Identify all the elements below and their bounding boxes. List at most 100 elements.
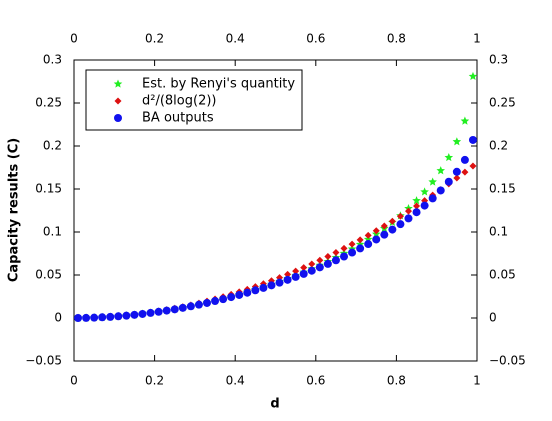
point — [453, 174, 461, 182]
point — [356, 236, 364, 244]
y-tick-label-right: 0.25 — [489, 96, 516, 110]
point — [291, 272, 300, 281]
point — [436, 166, 446, 175]
point — [444, 153, 454, 162]
plot-frame — [73, 59, 478, 362]
point — [460, 116, 470, 125]
point — [331, 256, 340, 265]
legend-marker — [114, 97, 122, 105]
y-tick-label: 0 — [54, 311, 62, 325]
x-tick-label-top: 0 — [70, 32, 78, 46]
x-axis-label: d — [270, 397, 279, 412]
point — [243, 288, 252, 297]
point — [162, 306, 171, 315]
x-tick-label: 1 — [473, 374, 481, 388]
point — [146, 308, 155, 317]
point — [90, 313, 99, 322]
point — [154, 307, 163, 316]
point — [468, 71, 478, 80]
point — [468, 135, 477, 144]
point — [469, 162, 477, 170]
point — [308, 260, 316, 268]
point — [211, 297, 220, 306]
point — [340, 252, 349, 261]
y-tick-label-right: −0.05 — [489, 354, 526, 368]
x-tick-label: 0.6 — [306, 374, 325, 388]
point — [380, 230, 389, 239]
point — [300, 264, 308, 272]
point — [170, 305, 179, 314]
point — [82, 313, 91, 322]
x-tick-label-top: 0.2 — [145, 32, 164, 46]
point — [316, 256, 324, 264]
y-tick-label-right: 0.3 — [489, 53, 508, 67]
legend-box — [85, 69, 303, 131]
point — [114, 312, 123, 321]
point — [219, 295, 228, 304]
point — [460, 155, 469, 164]
y-tick-label: 0.2 — [43, 139, 62, 153]
point — [315, 263, 324, 272]
legend-label: d²/(8log(2)) — [142, 94, 217, 109]
point — [283, 275, 292, 284]
point — [364, 231, 372, 239]
point — [372, 227, 380, 235]
point — [396, 212, 404, 220]
y-tick-label: 0.05 — [35, 268, 62, 282]
point — [186, 302, 195, 311]
point — [235, 290, 244, 299]
point — [428, 177, 437, 186]
point — [388, 225, 397, 234]
x-tick-label: 0.8 — [387, 374, 406, 388]
y-tick-label: 0.1 — [43, 225, 62, 239]
y-tick-label-right: 0 — [489, 311, 497, 325]
point — [292, 267, 300, 275]
point — [106, 312, 115, 321]
point — [364, 240, 373, 249]
x-tick-label: 0.2 — [145, 374, 164, 388]
point — [299, 269, 308, 278]
point — [413, 202, 421, 210]
point — [372, 235, 381, 244]
y-tick-label: 0.3 — [43, 53, 62, 67]
point — [388, 217, 396, 225]
point — [348, 248, 357, 257]
x-tick-label-top: 0.4 — [226, 32, 245, 46]
point — [404, 214, 413, 223]
point — [98, 313, 107, 322]
point — [380, 222, 388, 230]
y-tick-label: 0.15 — [35, 182, 62, 196]
point — [436, 186, 445, 195]
point — [227, 293, 236, 302]
point — [452, 137, 462, 146]
point — [130, 310, 139, 319]
legend-label: BA outputs — [142, 111, 214, 126]
point — [275, 278, 284, 287]
y-tick-label-right: 0.2 — [489, 139, 508, 153]
point — [122, 311, 131, 320]
point — [138, 309, 147, 318]
y-tick-label-right: 0.05 — [489, 268, 516, 282]
point — [356, 244, 365, 253]
point — [444, 177, 453, 186]
point — [259, 283, 268, 292]
point — [420, 201, 429, 210]
point — [332, 248, 340, 256]
x-tick-label-top: 0.6 — [306, 32, 325, 46]
point — [324, 252, 332, 260]
point — [452, 167, 461, 176]
point — [74, 314, 83, 322]
point — [412, 208, 421, 217]
point — [396, 220, 405, 229]
point — [412, 196, 421, 205]
y-axis-label: Capacity results (C) — [7, 138, 22, 282]
point — [404, 207, 412, 215]
x-tick-label: 0.4 — [226, 374, 245, 388]
point — [307, 266, 316, 275]
point — [323, 259, 332, 268]
point — [267, 281, 276, 290]
x-tick-label-top: 1 — [473, 32, 481, 46]
point — [461, 168, 469, 176]
y-tick-label-right: 0.15 — [489, 182, 516, 196]
